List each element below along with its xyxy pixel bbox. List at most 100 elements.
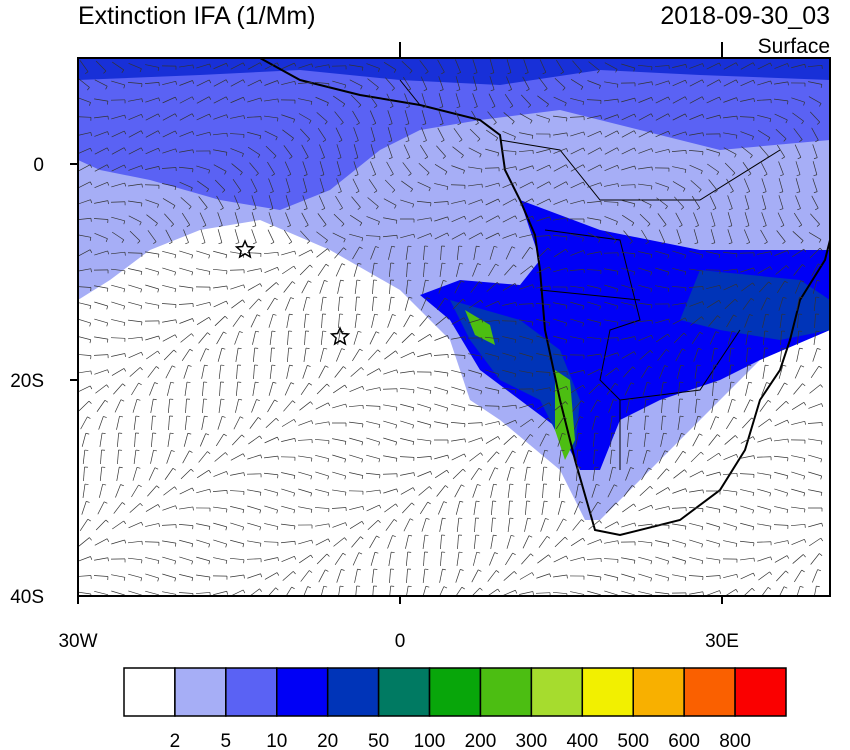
- wind-barb: [671, 507, 687, 509]
- wind-barb: [298, 471, 312, 477]
- wind-barb: [794, 569, 802, 583]
- wind-barb: [650, 271, 653, 276]
- wind-barb: [264, 572, 278, 580]
- wind-barb: [111, 130, 125, 138]
- wind-barb: [287, 330, 289, 346]
- wind-barb: [507, 484, 511, 498]
- wind-barb: [128, 268, 142, 272]
- wind-barb: [553, 555, 567, 563]
- wind-barb: [592, 467, 596, 481]
- wind-barb: [549, 216, 552, 221]
- wind-barb: [267, 229, 275, 243]
- wind-barb: [243, 115, 245, 120]
- wind-barb: [158, 254, 160, 258]
- wind-barb: [434, 164, 448, 172]
- wind-barb: [709, 331, 717, 345]
- wind-barb: [428, 187, 431, 192]
- wind-barb: [235, 242, 240, 245]
- wind-barb: [786, 509, 789, 514]
- wind-barb: [655, 556, 669, 562]
- wind-barb: [255, 330, 260, 333]
- wind-barb: [540, 518, 546, 532]
- wind-barb: [586, 99, 602, 101]
- wind-barb: [191, 487, 195, 492]
- wind-barb: [689, 591, 703, 595]
- wind-barb: [300, 570, 310, 582]
- wind-barb: [485, 336, 499, 340]
- wind-barb: [740, 436, 754, 444]
- wind-barb: [349, 79, 363, 87]
- wind-barb: [371, 263, 375, 277]
- wind-barb: [171, 450, 175, 452]
- map-area: [78, 58, 830, 596]
- wind-barb: [667, 96, 671, 101]
- wind-barb: [281, 250, 295, 256]
- wind-barb: [128, 540, 142, 544]
- wind-barb: [405, 123, 410, 126]
- wind-barb: [591, 484, 597, 498]
- wind-barb: [250, 314, 258, 328]
- wind-barb: [123, 147, 127, 151]
- wind-barb: [454, 110, 462, 124]
- wind-barb: [638, 267, 652, 273]
- wind-barb: [309, 264, 313, 268]
- wind-barb: [214, 452, 226, 462]
- wind-barb: [529, 246, 534, 250]
- wind-barb: [216, 331, 224, 345]
- wind-barb: [111, 147, 125, 155]
- wind-barb: [490, 89, 495, 92]
- wind-barb: [621, 147, 635, 155]
- wind-barb: [700, 170, 703, 175]
- wind-barb: [332, 438, 346, 442]
- wind-barb: [566, 199, 569, 203]
- wind-barb: [145, 64, 159, 68]
- wind-barb: [463, 170, 465, 174]
- wind-barb: [570, 199, 584, 205]
- wind-barb: [78, 97, 91, 103]
- wind-barb: [236, 208, 240, 211]
- wind-barb: [775, 128, 787, 140]
- wind-barb: [472, 93, 478, 107]
- wind-barb: [676, 365, 682, 379]
- wind-barb: [145, 523, 159, 527]
- wind-barb: [259, 62, 263, 66]
- wind-barb: [306, 296, 311, 299]
- wind-barb: [810, 365, 820, 379]
- wind-barb: [631, 485, 636, 488]
- wind-barb: [730, 190, 734, 194]
- wind-barb: [413, 472, 415, 477]
- wind-barb: [383, 62, 397, 70]
- wind-barb: [222, 189, 226, 193]
- wind-barb: [690, 451, 702, 463]
- wind-barb: [326, 102, 329, 107]
- wind-barb: [764, 241, 768, 245]
- wind-barb: [438, 76, 444, 90]
- wind-barb: [616, 577, 619, 582]
- colorbar-label: 300: [516, 731, 548, 750]
- wind-barb: [535, 592, 551, 594]
- wind-barb: [809, 384, 821, 394]
- wind-barb: [111, 251, 125, 255]
- wind-barb: [667, 577, 670, 582]
- wind-barb: [776, 230, 786, 242]
- wind-barb: [548, 322, 551, 327]
- wind-barb: [213, 285, 227, 289]
- wind-barb: [766, 297, 771, 300]
- wind-barb: [239, 172, 243, 176]
- wind-barb: [264, 80, 278, 86]
- wind-barb: [421, 110, 427, 124]
- wind-barb: [268, 382, 274, 396]
- wind-barb: [582, 339, 585, 343]
- wind-barb: [417, 387, 431, 391]
- wind-barb: [350, 94, 362, 106]
- wind-barb: [502, 215, 516, 223]
- wind-barb: [373, 105, 378, 109]
- wind-barb: [191, 254, 194, 259]
- wind-barb: [145, 590, 159, 596]
- wind-barb: [189, 450, 193, 453]
- wind-barb: [778, 161, 784, 175]
- wind-barb: [797, 330, 799, 346]
- wind-barb: [213, 539, 227, 545]
- wind-barb: [537, 554, 549, 564]
- wind-barb: [325, 365, 329, 368]
